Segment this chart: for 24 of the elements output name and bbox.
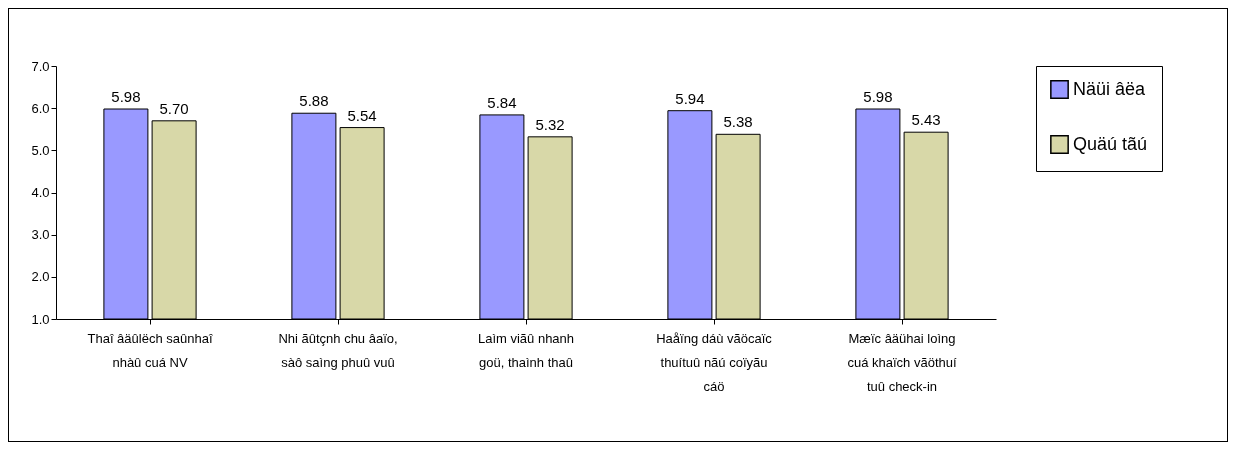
x-tick-label: Nhi ãûtçnh chu âaïo, sàô saìng phuû vuû xyxy=(278,330,398,370)
y-tick-label: 3.0 xyxy=(31,227,50,243)
y-tick-label: 7.0 xyxy=(31,58,50,74)
x-tick-label: Laìm viãû nhanh goü, thaình thaû xyxy=(477,330,575,370)
y-tick-label: 2.0 xyxy=(31,269,50,285)
data-label: 5.54 xyxy=(347,106,377,124)
data-label: 5.98 xyxy=(863,88,893,106)
legend-label: Quäú tãú xyxy=(1073,133,1148,154)
data-label: 5.88 xyxy=(299,92,329,110)
x-tick-label: Mæïc âäühai loìng cuá khaïch vãöthuí tuû check-in xyxy=(847,330,957,394)
data-label: 5.94 xyxy=(675,89,705,107)
y-tick-label: 6.0 xyxy=(31,100,50,116)
x-tick-label: Thaî âäûlëch saûnhaî nhàû cuá NV xyxy=(87,330,213,370)
x-tick-label: Haåïng dáù vãöcaïc thuítuû nãú coïyãu cáö xyxy=(656,330,773,394)
data-label: 5.38 xyxy=(723,113,753,131)
data-label: 5.32 xyxy=(535,115,565,133)
y-tick-label: 4.0 xyxy=(31,185,50,200)
data-label: 5.43 xyxy=(911,111,941,129)
data-label: 5.70 xyxy=(159,99,189,117)
data-label: 5.98 xyxy=(111,88,141,106)
legend-label: Näüi âëa xyxy=(1073,78,1147,99)
y-tick-label: 1.0 xyxy=(31,311,50,327)
y-tick-label: 5.0 xyxy=(31,142,50,158)
data-label: 5.84 xyxy=(487,93,517,111)
